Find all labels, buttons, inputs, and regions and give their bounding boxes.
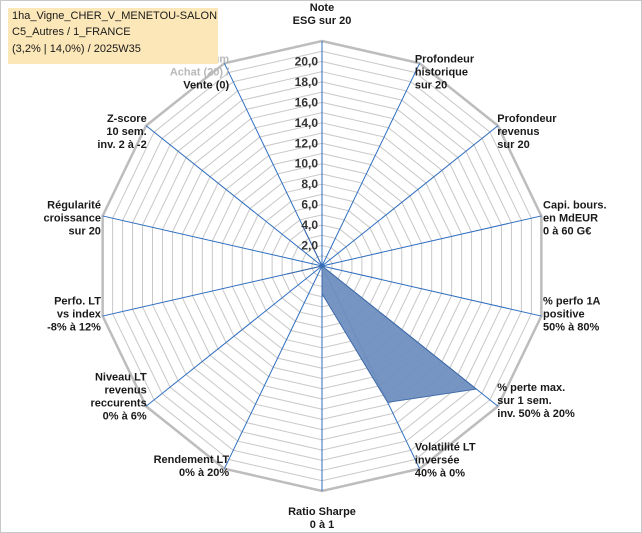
radial-tick-label: 12,0 [295,136,319,150]
info-category: C5_Autres / 1_FRANCE [12,26,131,38]
radial-tick-label: 8,0 [301,177,318,191]
radar-spoke [102,265,323,317]
radial-tick-label: 6,0 [301,198,318,212]
axis-label: Z-score 10 sem. inv. 2 à -2 [97,113,146,151]
axis-label: % perfo 1A positive 50% à 80% [543,295,601,333]
radial-tick-label: 4,0 [301,218,318,232]
radar-spoke [145,265,323,407]
axis-label: Perfo. LT vs index -8% à 12% [47,295,102,333]
info-stats: (3,2% | 14,0%) / 2025W35 [12,43,141,55]
radial-tick-label: 16,0 [295,95,319,109]
radar-spoke [223,265,323,469]
axis-label: Note ESG sur 20 [293,2,352,27]
radial-tick-label: 10,0 [295,157,319,171]
radar-spoke [321,265,542,317]
axis-label: Capi. bours. en MdEUR 0 à 60 G€ [543,200,607,238]
info-title: 1ha_Vigne_CHER_V_MENETOU-SALON [12,10,218,22]
axis-label: Profondeur revenus sur 20 [497,113,557,151]
radar-series [285,224,478,403]
radial-tick-label: 20,0 [295,54,319,68]
radar-spoke [145,125,323,267]
info-box: 1ha_Vigne_CHER_V_MENETOU-SALON C5_Autres… [8,8,218,64]
axis-label: Volatilité LT inversée 40% à 0% [415,442,476,480]
axis-label: Niveau LT revenus reccurents 0% à 6% [90,371,147,422]
radar-spoke [102,215,323,267]
axis-label: Rendement LT 0% à 20% [154,454,230,479]
radial-tick-label: 2,0 [301,239,318,253]
radial-tick-label: 14,0 [295,116,319,130]
radar-spoke [321,125,499,267]
axis-label: % perte max. sur 1 sem. inv. 50% à 20% [497,382,575,420]
radar-spoke [321,215,542,267]
radial-tick-labels: 2,0 4,0 6,0 8,0 10,0 12,0 14,0 16,0 18,0 20,0 [295,54,319,252]
axis-labels: Note ESG sur 20 Profondeur historique sur 20… [43,2,606,531]
radar-spoke [321,63,421,267]
axis-label: Profondeur historique sur 20 [415,53,475,91]
radial-tick-label: 18,0 [295,75,319,89]
radar-series-area [285,224,478,403]
axis-label: Régularité croissance sur 20 [43,200,100,238]
axis-label: Ratio Sharpe 0 à 1 [288,506,356,531]
